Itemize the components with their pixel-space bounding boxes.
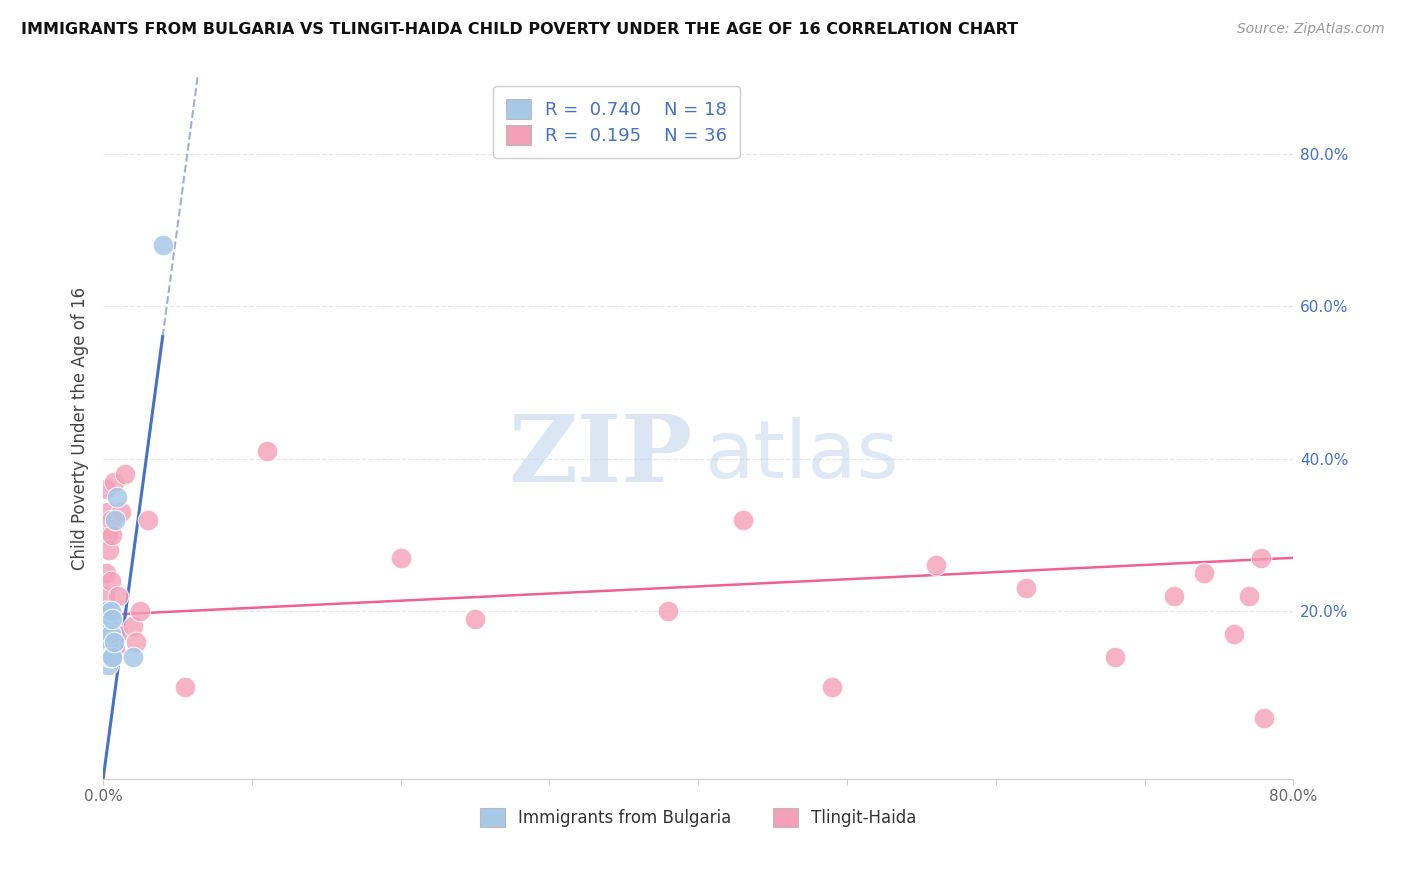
Point — [256, 444, 278, 458]
Point — [1237, 589, 1260, 603]
Point — [107, 589, 129, 603]
Point — [925, 558, 948, 573]
Point — [1192, 566, 1215, 580]
Text: ZIP: ZIP — [508, 411, 692, 501]
Point — [110, 505, 132, 519]
Point — [94, 566, 117, 580]
Point — [1104, 649, 1126, 664]
Point — [464, 612, 486, 626]
Point — [101, 612, 124, 626]
Point — [97, 657, 120, 672]
Point — [93, 589, 115, 603]
Text: IMMIGRANTS FROM BULGARIA VS TLINGIT-HAIDA CHILD POVERTY UNDER THE AGE OF 16 CORR: IMMIGRANTS FROM BULGARIA VS TLINGIT-HAID… — [21, 22, 1018, 37]
Legend: Immigrants from Bulgaria, Tlingit-Haida: Immigrants from Bulgaria, Tlingit-Haida — [472, 802, 924, 834]
Point — [100, 627, 122, 641]
Point — [100, 649, 122, 664]
Point — [100, 513, 122, 527]
Point — [101, 649, 124, 664]
Point — [129, 604, 152, 618]
Point — [174, 681, 197, 695]
Text: atlas: atlas — [704, 417, 898, 495]
Point — [821, 681, 844, 695]
Y-axis label: Child Poverty Under the Age of 16: Child Poverty Under the Age of 16 — [72, 286, 89, 570]
Point — [97, 505, 120, 519]
Point — [1223, 627, 1246, 641]
Point — [125, 634, 148, 648]
Point — [104, 513, 127, 527]
Point — [104, 642, 127, 657]
Point — [97, 619, 120, 633]
Point — [136, 513, 159, 527]
Point — [101, 528, 124, 542]
Point — [103, 475, 125, 489]
Point — [97, 642, 120, 657]
Point — [97, 528, 120, 542]
Point — [1014, 582, 1036, 596]
Point — [105, 490, 128, 504]
Point — [122, 619, 145, 633]
Point — [98, 543, 121, 558]
Point — [114, 467, 136, 481]
Point — [1163, 589, 1185, 603]
Point — [105, 627, 128, 641]
Point — [98, 634, 121, 648]
Point — [94, 482, 117, 496]
Point — [94, 634, 117, 648]
Point — [100, 604, 122, 618]
Point — [122, 649, 145, 664]
Point — [93, 627, 115, 641]
Point — [98, 649, 121, 664]
Point — [100, 574, 122, 588]
Point — [152, 238, 174, 252]
Point — [657, 604, 679, 618]
Point — [103, 634, 125, 648]
Point — [93, 604, 115, 618]
Text: Source: ZipAtlas.com: Source: ZipAtlas.com — [1237, 22, 1385, 37]
Point — [731, 513, 754, 527]
Point — [1253, 711, 1275, 725]
Point — [1250, 550, 1272, 565]
Point — [94, 604, 117, 618]
Point — [389, 550, 412, 565]
